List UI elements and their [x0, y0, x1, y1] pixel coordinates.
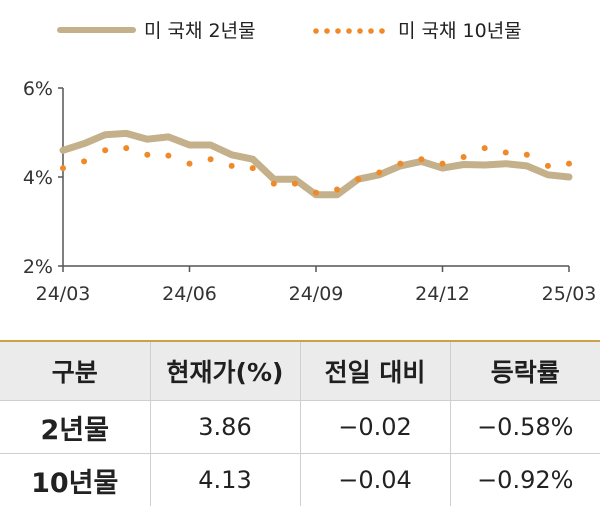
x-tick-label: 24/09: [289, 283, 344, 305]
series-point-10y: [482, 145, 488, 151]
cell-current: 4.13: [150, 454, 300, 506]
y-tick-labels: 6% 4% 2%: [23, 78, 53, 278]
series-point-10y: [545, 163, 551, 169]
x-tick-label: 24/12: [415, 283, 470, 305]
series-point-10y: [566, 161, 572, 167]
header-category: 구분: [0, 341, 150, 401]
series-point-10y: [271, 181, 277, 187]
row-label: 10년물: [0, 454, 150, 506]
series-point-10y: [123, 145, 129, 151]
y-tick-label: 2%: [23, 256, 53, 278]
series-point-10y: [81, 158, 87, 164]
cell-current: 3.86: [150, 401, 300, 454]
legend-swatch-10y: [313, 28, 385, 34]
table-row: 10년물 4.13 −0.04 −0.92%: [0, 454, 600, 506]
series-point-10y: [397, 161, 403, 167]
y-tick-label: 4%: [23, 167, 53, 189]
yield-table: 구분 현재가(%) 전일 대비 등락률 2년물 3.86 −0.02 −0.58…: [0, 340, 600, 506]
series-point-10y: [503, 150, 509, 156]
header-rate: 등락률: [450, 341, 600, 401]
series-point-10y: [418, 156, 424, 162]
series-point-10y: [60, 165, 66, 171]
series-line-10y: [60, 145, 572, 196]
x-tick-label: 24/03: [36, 283, 91, 305]
series-line-2y: [63, 133, 569, 194]
cell-change: −0.02: [300, 401, 450, 454]
legend-dot: [368, 28, 374, 34]
series-point-10y: [292, 181, 298, 187]
series-point-10y: [355, 176, 361, 182]
series-point-10y: [440, 161, 446, 167]
cell-rate: −0.92%: [450, 454, 600, 506]
table-header-row: 구분 현재가(%) 전일 대비 등락률: [0, 341, 600, 401]
series-point-10y: [250, 165, 256, 171]
table-row: 2년물 3.86 −0.02 −0.58%: [0, 401, 600, 454]
cell-change: −0.04: [300, 454, 450, 506]
axes: [58, 88, 569, 272]
legend-dot: [346, 28, 352, 34]
series-point-10y: [144, 152, 150, 158]
series-point-10y: [229, 163, 235, 169]
legend-dot: [324, 28, 330, 34]
legend-label-10y: 미 국채 10년물: [398, 20, 522, 42]
x-tick-label: 25/03: [542, 283, 597, 305]
cell-rate: −0.58%: [450, 401, 600, 454]
legend-dot: [313, 28, 319, 34]
legend-dot: [335, 28, 341, 34]
x-tick-labels: 24/03 24/06 24/09 24/12 25/03: [36, 283, 597, 305]
header-current: 현재가(%): [150, 341, 300, 401]
x-tick-label: 24/06: [162, 283, 217, 305]
series-point-10y: [524, 152, 530, 158]
series-point-10y: [461, 154, 467, 160]
legend-label-2y: 미 국채 2년물: [144, 20, 256, 42]
series-point-10y: [165, 153, 171, 159]
y-tick-label: 6%: [23, 78, 53, 100]
row-label: 2년물: [0, 401, 150, 454]
series-point-10y: [208, 156, 214, 162]
legend: 미 국채 2년물 미 국채 10년물: [60, 20, 522, 42]
header-change: 전일 대비: [300, 341, 450, 401]
series-point-10y: [187, 161, 193, 167]
series-point-10y: [334, 186, 340, 192]
legend-dot: [357, 28, 363, 34]
series-point-10y: [313, 190, 319, 196]
series-point-10y: [102, 147, 108, 153]
legend-dot: [379, 28, 385, 34]
series-point-10y: [376, 170, 382, 176]
